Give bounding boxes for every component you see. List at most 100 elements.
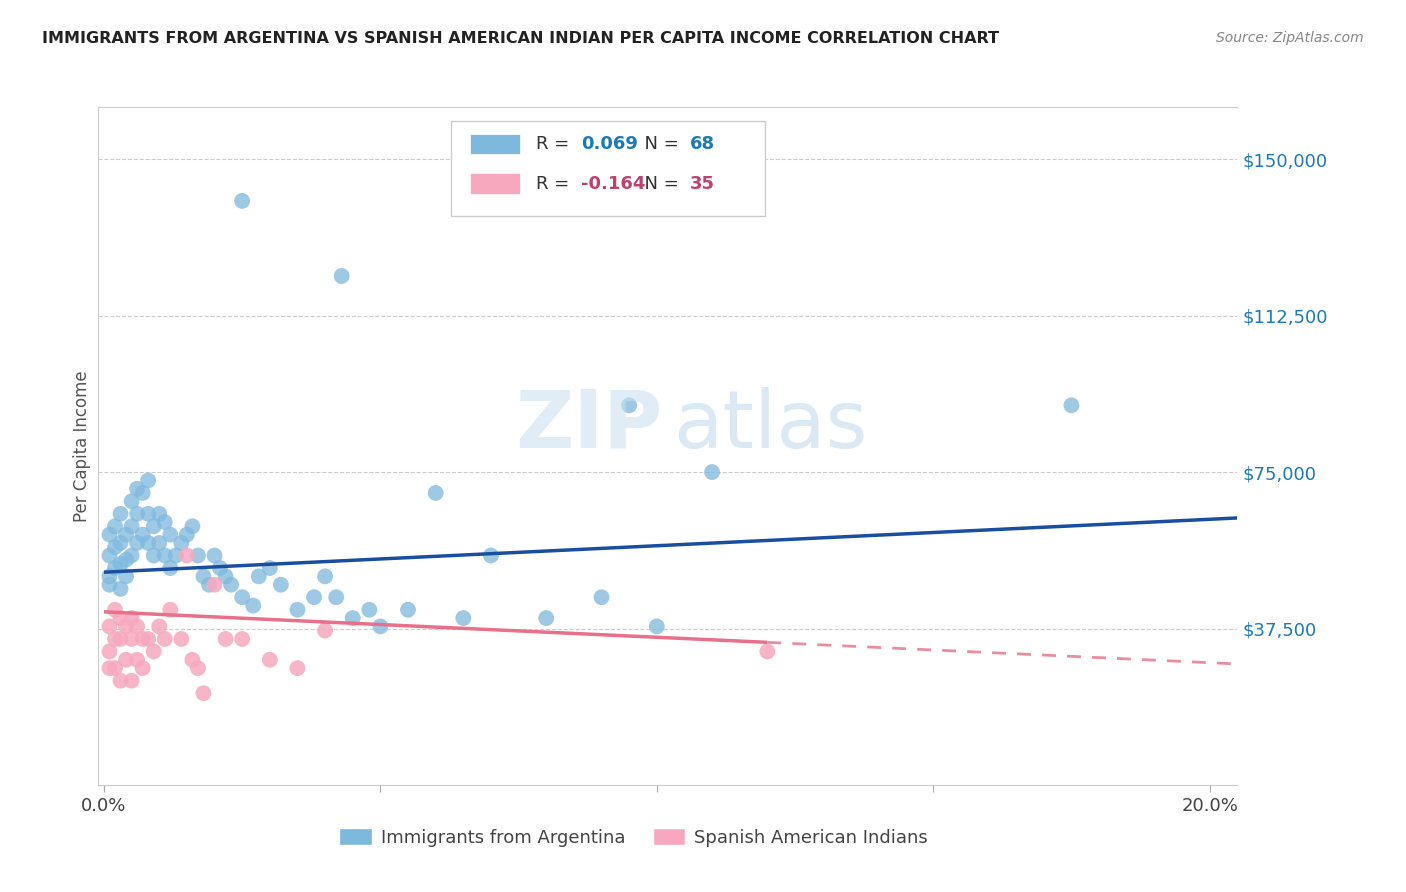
Text: 35: 35: [689, 175, 714, 193]
Point: [98, 578, 121, 592]
Point: [104, 632, 127, 646]
Point: [98, 569, 121, 583]
FancyBboxPatch shape: [470, 173, 520, 194]
Point: [110, 632, 132, 646]
Point: [214, 632, 236, 646]
Point: [104, 561, 127, 575]
Point: [231, 194, 253, 208]
Text: R =: R =: [536, 175, 575, 193]
Point: [131, 486, 153, 500]
Text: Source: ZipAtlas.com: Source: ZipAtlas.com: [1216, 31, 1364, 45]
Point: [148, 619, 170, 633]
Point: [104, 519, 127, 533]
Point: [98, 661, 121, 675]
Point: [142, 644, 165, 658]
Point: [159, 561, 181, 575]
Point: [115, 569, 138, 583]
Point: [110, 507, 132, 521]
Point: [209, 561, 232, 575]
Point: [131, 527, 153, 541]
Point: [98, 619, 121, 633]
Point: [591, 591, 613, 605]
Point: [127, 482, 149, 496]
Point: [127, 653, 149, 667]
Point: [270, 578, 292, 592]
Point: [127, 507, 149, 521]
Point: [159, 603, 181, 617]
Text: 0.069: 0.069: [581, 136, 638, 153]
Point: [176, 527, 198, 541]
Point: [98, 527, 121, 541]
Point: [617, 398, 640, 412]
Point: [170, 632, 193, 646]
Point: [148, 536, 170, 550]
Point: [115, 619, 138, 633]
Point: [121, 519, 143, 533]
Point: [110, 536, 132, 550]
Point: [136, 632, 159, 646]
Point: [756, 644, 779, 658]
Point: [193, 569, 215, 583]
Legend: Immigrants from Argentina, Spanish American Indians: Immigrants from Argentina, Spanish Ameri…: [332, 822, 935, 854]
Point: [104, 540, 127, 554]
Point: [110, 611, 132, 625]
Point: [165, 549, 187, 563]
Point: [187, 661, 209, 675]
Point: [342, 611, 364, 625]
Point: [198, 578, 221, 592]
Point: [136, 474, 159, 488]
Point: [453, 611, 475, 625]
Point: [131, 632, 153, 646]
Point: [231, 591, 253, 605]
Point: [242, 599, 264, 613]
Point: [325, 591, 347, 605]
Point: [645, 619, 668, 633]
Point: [176, 549, 198, 563]
Point: [479, 549, 502, 563]
Point: [121, 632, 143, 646]
Point: [287, 661, 309, 675]
Point: [136, 507, 159, 521]
Point: [121, 611, 143, 625]
Point: [187, 549, 209, 563]
Point: [370, 619, 392, 633]
Point: [121, 673, 143, 688]
Text: 68: 68: [689, 136, 714, 153]
Point: [115, 552, 138, 566]
Point: [131, 661, 153, 675]
Point: [700, 465, 723, 479]
Point: [127, 536, 149, 550]
Text: R =: R =: [536, 136, 575, 153]
Point: [142, 519, 165, 533]
Point: [1060, 398, 1083, 412]
Point: [231, 632, 253, 646]
Point: [259, 653, 281, 667]
Point: [219, 578, 242, 592]
Point: [115, 527, 138, 541]
Point: [302, 591, 325, 605]
Point: [115, 653, 138, 667]
Point: [170, 536, 193, 550]
Point: [121, 549, 143, 563]
Point: [159, 527, 181, 541]
Point: [314, 569, 336, 583]
Text: IMMIGRANTS FROM ARGENTINA VS SPANISH AMERICAN INDIAN PER CAPITA INCOME CORRELATI: IMMIGRANTS FROM ARGENTINA VS SPANISH AME…: [42, 31, 1000, 46]
Text: N =: N =: [633, 175, 685, 193]
Point: [153, 515, 176, 529]
Point: [121, 494, 143, 508]
Point: [104, 603, 127, 617]
Point: [204, 578, 226, 592]
Text: N =: N =: [633, 136, 685, 153]
Text: atlas: atlas: [673, 386, 868, 465]
Point: [127, 619, 149, 633]
Point: [247, 569, 270, 583]
Point: [259, 561, 281, 575]
Point: [98, 644, 121, 658]
Point: [181, 653, 204, 667]
Y-axis label: Per Capita Income: Per Capita Income: [73, 370, 91, 522]
Point: [142, 549, 165, 563]
Point: [110, 557, 132, 571]
Point: [104, 661, 127, 675]
Point: [153, 549, 176, 563]
Point: [359, 603, 381, 617]
